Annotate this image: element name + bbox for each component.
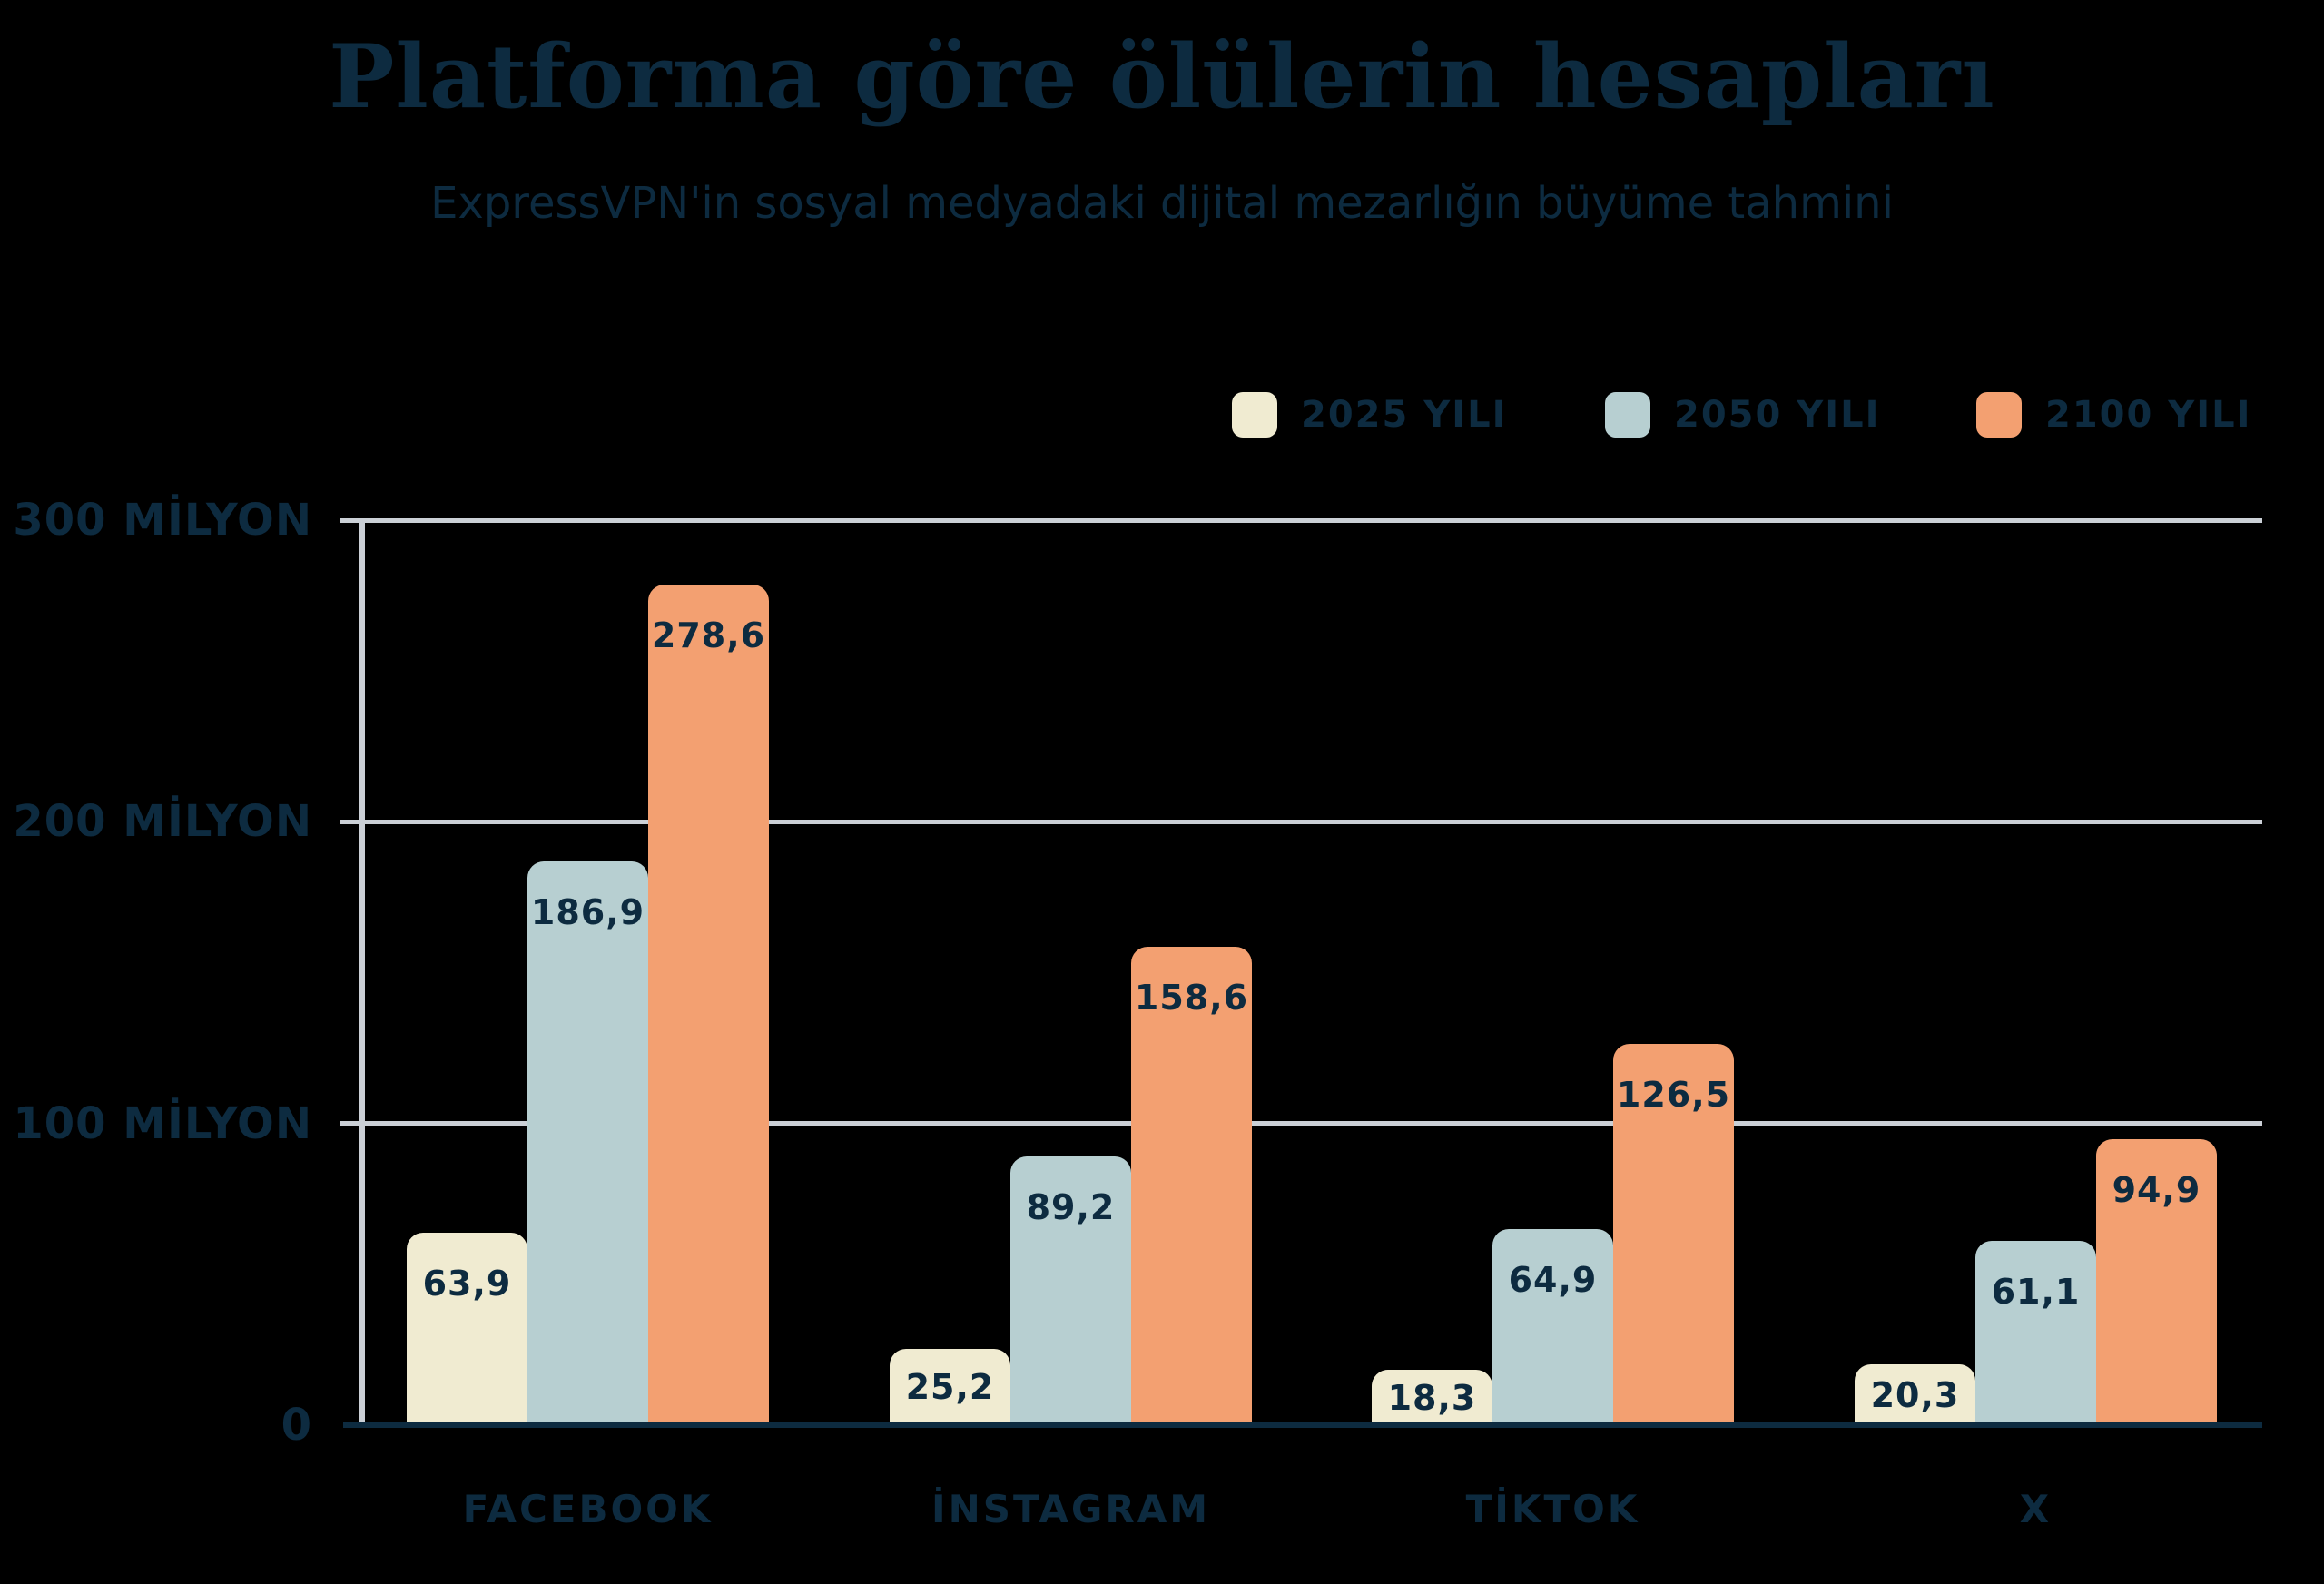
y-axis-tick [340,1121,363,1127]
chart-subtitle: ExpressVPN'in sosyal medyadaki dijital m… [430,178,1894,229]
legend-label: 2050 YILI [1674,394,1881,436]
legend-swatch-icon [1976,392,2022,438]
legend-label: 2025 YILI [1301,394,1508,436]
x-axis-category-label: TİKTOK [1465,1487,1640,1531]
y-axis-label: 200 MİLYON [13,796,312,848]
bar-2050-i̇nstagram: 89,2 [1010,1156,1131,1425]
chart-title: Platforma göre ölülerin hesapları [329,25,1995,128]
bar-value-label: 20,3 [1870,1374,1960,1415]
bar-value-label: 25,2 [905,1367,995,1407]
legend-item: 2050 YILI [1605,392,1880,438]
x-axis-category-label: İNSTAGRAM [931,1487,1211,1531]
bar-2025-i̇nstagram: 25,2 [890,1349,1010,1425]
gridline [363,517,2262,523]
bar-value-label: 186,9 [530,892,645,932]
legend-label: 2100 YILI [2045,394,2252,436]
legend-swatch-icon [1232,392,1277,438]
bar-2100-ti̇ktok: 126,5 [1613,1044,1734,1425]
bar-value-label: 63,9 [422,1264,512,1304]
bar-2100-i̇nstagram: 158,6 [1131,947,1252,1425]
y-axis-label: 100 MİLYON [13,1097,312,1149]
bar-value-label: 94,9 [2112,1170,2201,1210]
bar-value-label: 64,9 [1508,1260,1598,1300]
bar-value-label: 158,6 [1134,978,1249,1018]
y-axis-label: 0 [281,1400,312,1451]
y-axis-tick [340,517,363,523]
bar-value-label: 61,1 [1991,1272,2081,1312]
bar-value-label: 278,6 [651,615,766,655]
bar-2050-ti̇ktok: 64,9 [1492,1229,1613,1425]
x-axis-category-label: X [2019,1487,2053,1531]
bar-value-label: 126,5 [1616,1075,1731,1115]
bar-2100-x: 94,9 [2096,1139,2217,1425]
bar-2025-x: 20,3 [1855,1364,1975,1425]
y-axis-tick [340,819,363,824]
gridline [363,1121,2262,1127]
bar-value-label: 89,2 [1026,1187,1116,1227]
y-axis-line [359,518,365,1425]
y-axis-label: 300 MİLYON [13,495,312,546]
gridline [363,819,2262,824]
x-axis-category-label: FACEBOOK [462,1487,714,1531]
x-axis-baseline [343,1422,2262,1428]
bar-2050-facebook: 186,9 [527,861,648,1425]
bar-2100-facebook: 278,6 [648,585,769,1425]
bar-2025-ti̇ktok: 18,3 [1372,1370,1492,1425]
legend-item: 2025 YILI [1232,392,1507,438]
bar-2025-facebook: 63,9 [407,1233,527,1425]
bar-value-label: 18,3 [1387,1377,1477,1418]
legend-item: 2100 YILI [1976,392,2251,438]
legend-swatch-icon [1605,392,1650,438]
bar-2050-x: 61,1 [1975,1241,2096,1425]
